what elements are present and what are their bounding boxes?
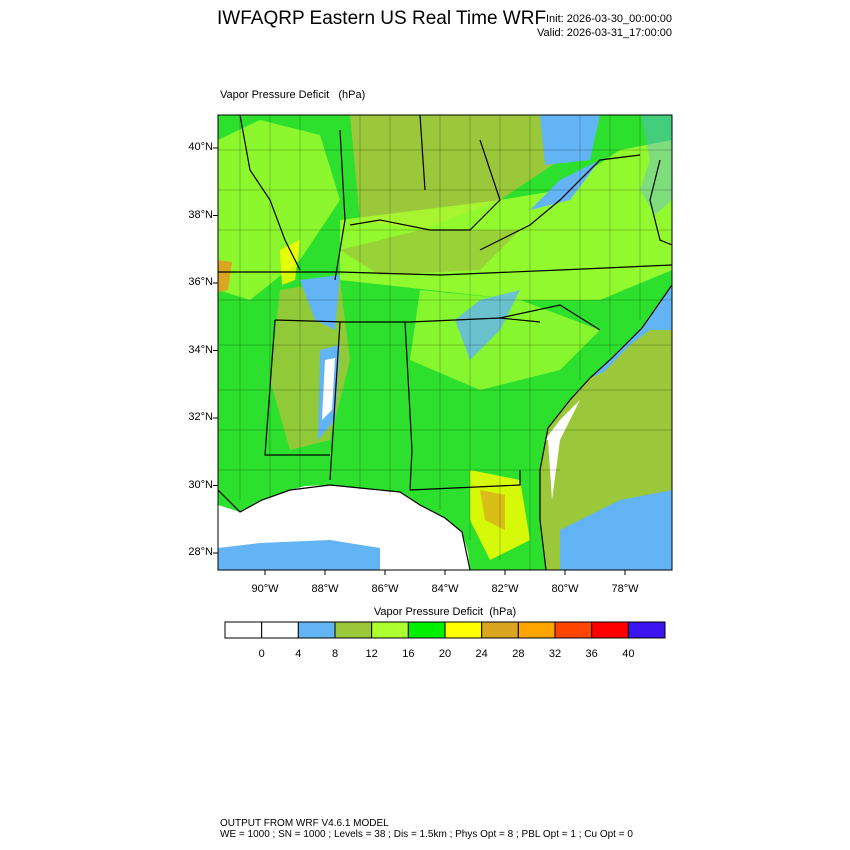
lon-label: 80°W (551, 583, 579, 595)
lon-label: 90°W (251, 583, 279, 595)
colorbar-box (224, 621, 263, 639)
colorbar-box (297, 621, 336, 639)
colorbar-label: 8 (331, 648, 339, 660)
lon-label: 82°W (491, 583, 519, 595)
footer-line: OUTPUT FROM WRF V4.6.1 MODEL (220, 818, 389, 829)
colorbar-label: 12 (365, 648, 378, 660)
lat-label: 36°N (188, 276, 213, 288)
lat-label: 38°N (188, 208, 213, 221)
lat-label: 32°N (188, 411, 213, 423)
colorbar-box (261, 621, 299, 639)
lat-label: 28°N (188, 546, 213, 558)
colorbar-box (591, 621, 629, 639)
lon-label: 84°W (431, 583, 459, 595)
init-time: Init: 2026-03-30_00:00:00 (546, 13, 672, 25)
colorbar-box (371, 621, 409, 639)
county-lines (218, 115, 672, 570)
colorbar-label: 16 (402, 648, 415, 660)
colorbar-box (334, 621, 373, 639)
colorbar-label: 36 (585, 648, 598, 660)
map-label: Vapor Pressure Deficit (hPa) (220, 89, 366, 101)
colorbar-label: 32 (548, 648, 562, 660)
colorbar-box (444, 621, 483, 639)
lat-label: 40°N (188, 141, 213, 153)
ticks (213, 147, 626, 575)
colorbar (224, 621, 666, 639)
colorbar-label: 4 (295, 648, 302, 660)
colorbar-title: Vapor Pressure Deficit (hPa) (373, 606, 517, 618)
colorbar-label: 40 (622, 648, 635, 660)
footer-line: WE = 1000 ; SN = 1000 ; Levels = 38 ; Di… (220, 829, 633, 840)
colorbar-box (554, 621, 593, 639)
map-field (218, 115, 672, 570)
lon-label: 88°W (311, 583, 339, 595)
colorbar-box (627, 621, 666, 639)
colorbar-box (481, 621, 519, 639)
colorbar-label: 24 (475, 648, 488, 660)
valid-time: Valid: 2026-03-31_17:00:00 (537, 27, 672, 39)
colorbar-label: 28 (512, 648, 525, 660)
lat-label: 30°N (188, 478, 213, 491)
colorbar-label: 20 (438, 648, 452, 660)
lat-label: 34°N (188, 343, 213, 356)
title: IWFAQRP Eastern US Real Time WRF (217, 8, 547, 29)
lon-label: 86°W (371, 583, 399, 595)
colorbar-box (407, 621, 446, 639)
colorbar-label: 0 (258, 648, 265, 660)
colorbar-box (517, 621, 556, 639)
lon-label: 78°W (611, 583, 639, 595)
